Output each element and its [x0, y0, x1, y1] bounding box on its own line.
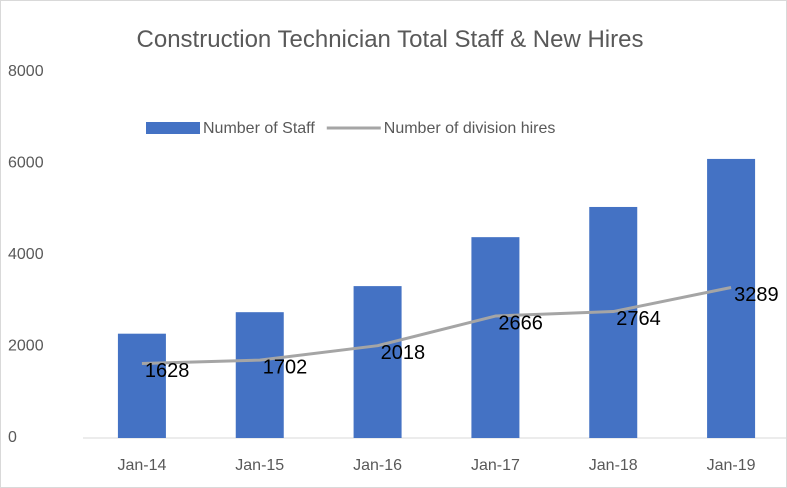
data-label: 2764: [616, 308, 661, 330]
bar: [353, 286, 402, 438]
bar: [471, 237, 520, 438]
data-label: 2666: [498, 312, 542, 334]
y-tick-label: 0: [8, 429, 17, 446]
bar: [589, 206, 638, 438]
bar: [707, 158, 756, 439]
x-tick-label: Jan-16: [353, 457, 402, 474]
line: [141, 286, 732, 366]
data-label: 1628: [145, 360, 190, 382]
legend-swatch: [146, 122, 200, 134]
x-tick-label: Jan-19: [707, 457, 756, 474]
y-tick-label: 4000: [8, 246, 44, 263]
data-label: 1702: [263, 356, 308, 378]
legend-label: Number of Staff: [203, 120, 315, 137]
data-label: 3289: [734, 284, 779, 306]
y-tick-label: 6000: [8, 155, 44, 172]
y-tick-label: 2000: [8, 338, 44, 355]
chart-title: Construction Technician Total Staff & Ne…: [136, 26, 644, 53]
y-tick-label: 8000: [8, 63, 44, 80]
bar: [235, 312, 284, 438]
x-tick-label: Jan-18: [589, 457, 638, 474]
x-tick-label: Jan-14: [117, 457, 166, 474]
bar: [117, 333, 166, 438]
x-tick-label: Jan-17: [471, 457, 520, 474]
legend-label: Number of division hires: [384, 120, 556, 137]
data-label: 2018: [381, 342, 426, 364]
x-tick-label: Jan-15: [235, 457, 284, 474]
